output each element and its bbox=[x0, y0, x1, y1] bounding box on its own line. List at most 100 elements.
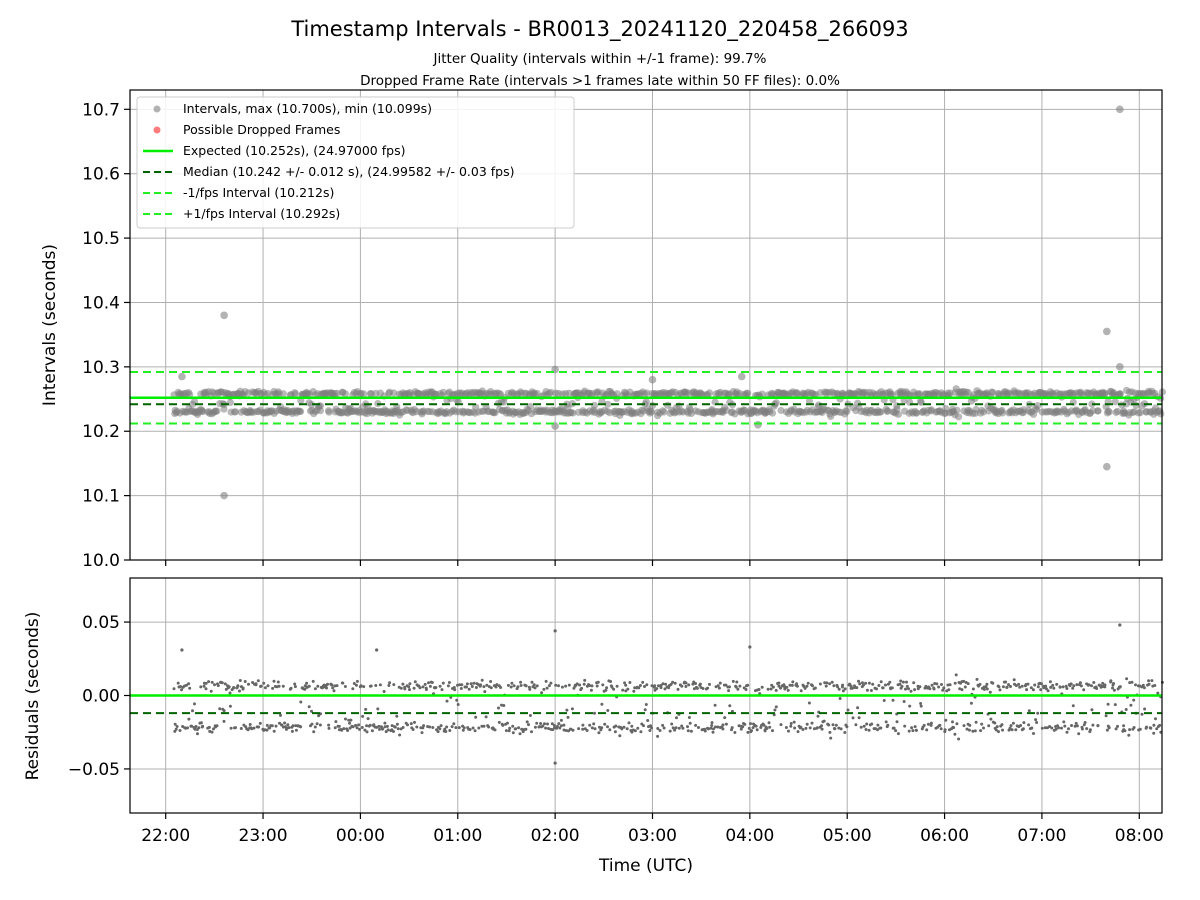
residual-point bbox=[287, 726, 291, 730]
residual-point bbox=[1092, 681, 1096, 684]
residual-point bbox=[452, 686, 456, 689]
residual-point bbox=[988, 690, 992, 694]
residual-point bbox=[193, 727, 197, 731]
residual-point bbox=[457, 726, 461, 730]
residual-point bbox=[1065, 687, 1069, 690]
x-tick-label: 23:00 bbox=[239, 826, 288, 846]
residual-point bbox=[430, 681, 434, 684]
residual-point bbox=[668, 729, 672, 733]
residual-point bbox=[495, 683, 499, 687]
residual-point bbox=[194, 725, 198, 728]
residual-point bbox=[965, 727, 969, 731]
residual-point bbox=[796, 730, 800, 734]
residual-point bbox=[918, 685, 922, 689]
residual-point bbox=[939, 727, 943, 731]
interval-point bbox=[1105, 408, 1113, 416]
residual-point bbox=[427, 681, 430, 685]
residual-point bbox=[547, 684, 551, 688]
residual-point bbox=[519, 684, 523, 687]
residual-point bbox=[360, 726, 364, 729]
residual-point bbox=[808, 726, 812, 730]
interval-point bbox=[1094, 407, 1102, 415]
residual-point bbox=[557, 722, 561, 726]
residual-point bbox=[202, 684, 206, 688]
interval-outlier-point bbox=[754, 420, 762, 429]
legend-marker-dropped bbox=[153, 126, 161, 134]
residual-point bbox=[489, 686, 493, 690]
residual-point bbox=[583, 678, 587, 682]
residual-point bbox=[585, 729, 589, 732]
residual-point bbox=[578, 683, 582, 687]
residual-point bbox=[1012, 678, 1016, 682]
residual-point bbox=[215, 724, 219, 728]
residual-point bbox=[440, 688, 444, 692]
residual-point bbox=[686, 725, 689, 729]
residual-point bbox=[769, 687, 773, 691]
residual-point bbox=[786, 688, 790, 692]
intervals-y-tick-label: 10.5 bbox=[82, 229, 120, 249]
residual-point bbox=[218, 707, 222, 711]
residual-point bbox=[289, 686, 293, 690]
residual-point bbox=[413, 680, 417, 684]
residual-point bbox=[749, 722, 752, 726]
residual-point bbox=[799, 725, 803, 729]
residual-point bbox=[234, 726, 237, 730]
residual-point bbox=[1036, 711, 1040, 715]
residual-point bbox=[813, 686, 817, 690]
residual-point bbox=[582, 682, 586, 686]
residual-point bbox=[313, 725, 317, 729]
residual-point bbox=[864, 728, 868, 731]
residual-point bbox=[506, 721, 509, 725]
intervals-axes-frame bbox=[129, 89, 1163, 561]
residual-point bbox=[528, 714, 532, 717]
residual-point bbox=[743, 722, 747, 726]
residual-point bbox=[898, 682, 902, 686]
residual-point bbox=[1125, 677, 1129, 681]
residual-point bbox=[355, 726, 359, 730]
residual-point bbox=[326, 682, 329, 686]
interval-outlier-point bbox=[1116, 105, 1124, 114]
residual-point bbox=[712, 727, 715, 731]
residual-point bbox=[1101, 681, 1105, 685]
residual-point bbox=[1057, 726, 1061, 730]
interval-point bbox=[360, 390, 368, 398]
residual-point bbox=[896, 732, 900, 736]
residual-point bbox=[1082, 688, 1086, 692]
residual-point bbox=[771, 685, 775, 689]
residual-point bbox=[851, 716, 855, 720]
residual-point bbox=[630, 730, 634, 734]
residual-point bbox=[1020, 684, 1024, 688]
residual-point bbox=[900, 684, 904, 688]
residual-point bbox=[514, 727, 518, 731]
residual-point bbox=[506, 683, 510, 687]
residual-point bbox=[734, 685, 738, 689]
residual-point bbox=[1039, 688, 1043, 692]
interval-point bbox=[526, 402, 535, 411]
residual-point bbox=[566, 715, 570, 719]
x-tick-label: 22:00 bbox=[141, 826, 190, 846]
residual-point bbox=[420, 731, 424, 735]
residual-point bbox=[431, 726, 435, 729]
residual-point bbox=[436, 730, 440, 734]
residual-point bbox=[841, 683, 845, 687]
residual-point bbox=[706, 727, 710, 731]
residual-point bbox=[671, 680, 675, 684]
residual-point bbox=[174, 727, 178, 731]
residual-point bbox=[518, 732, 522, 736]
residual-point bbox=[662, 726, 666, 730]
residual-point bbox=[971, 687, 975, 691]
residual-point bbox=[955, 722, 959, 726]
residual-point bbox=[176, 681, 180, 685]
residual-point bbox=[197, 726, 201, 730]
residual-point bbox=[806, 681, 810, 685]
residual-point bbox=[890, 686, 894, 690]
residual-point bbox=[903, 724, 907, 728]
residual-point bbox=[265, 728, 269, 732]
residual-point bbox=[624, 683, 628, 687]
residual-point bbox=[1140, 712, 1144, 716]
residual-point bbox=[387, 684, 391, 687]
residual-point bbox=[948, 683, 952, 687]
residual-point bbox=[565, 708, 569, 712]
residual-point bbox=[392, 683, 396, 687]
residual-point bbox=[688, 721, 692, 725]
